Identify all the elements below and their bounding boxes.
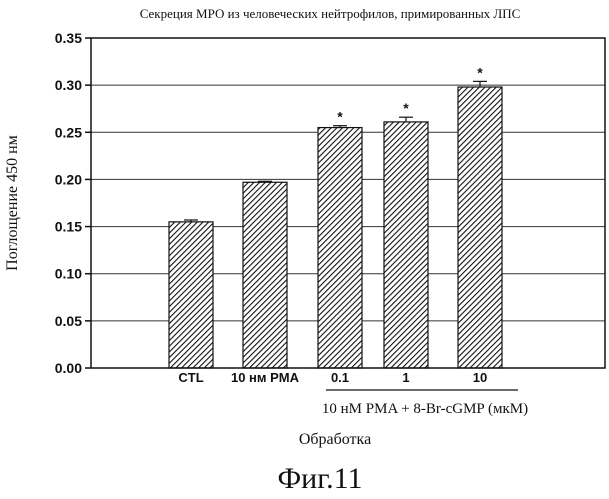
y-tick-label: 0.35 [55, 30, 82, 46]
y-tick-label: 0.00 [55, 360, 82, 376]
x-category-label: 1 [402, 370, 409, 385]
bar [384, 122, 428, 368]
y-tick-label: 0.20 [55, 171, 82, 187]
bar [169, 222, 213, 368]
group-label: 10 нМ PMA + 8-Br-cGMP (мкМ) [322, 401, 528, 417]
x-category-label: 10 [473, 370, 487, 385]
y-tick-label: 0.10 [55, 266, 82, 282]
chart-title: Секреция МРО из человеческих нейтрофилов… [140, 6, 521, 21]
x-axis-label: Обработка [299, 431, 371, 448]
x-category-label: 0.1 [331, 370, 349, 385]
x-category-label: 10 нм PMA [231, 370, 300, 385]
figure-caption: Фиг.11 [277, 462, 362, 495]
y-tick-label: 0.25 [55, 124, 82, 140]
bar [458, 87, 502, 368]
significance-star: * [477, 64, 483, 80]
y-axis-ticks: 0.00 0.05 0.10 0.15 0.20 0.25 0.30 0.35 [55, 30, 91, 376]
significance-star: * [403, 100, 409, 116]
x-category-label: CTL [178, 370, 203, 385]
y-tick-label: 0.30 [55, 77, 82, 93]
significance-star: * [337, 109, 343, 125]
bar [318, 128, 362, 368]
y-tick-label: 0.15 [55, 219, 82, 235]
x-axis-categories: CTL 10 нм PMA 0.1 1 10 [178, 370, 487, 385]
y-tick-label: 0.05 [55, 313, 82, 329]
bars [169, 87, 502, 368]
y-axis-label: Поглощение 450 нм [4, 135, 21, 271]
bar [243, 182, 287, 368]
